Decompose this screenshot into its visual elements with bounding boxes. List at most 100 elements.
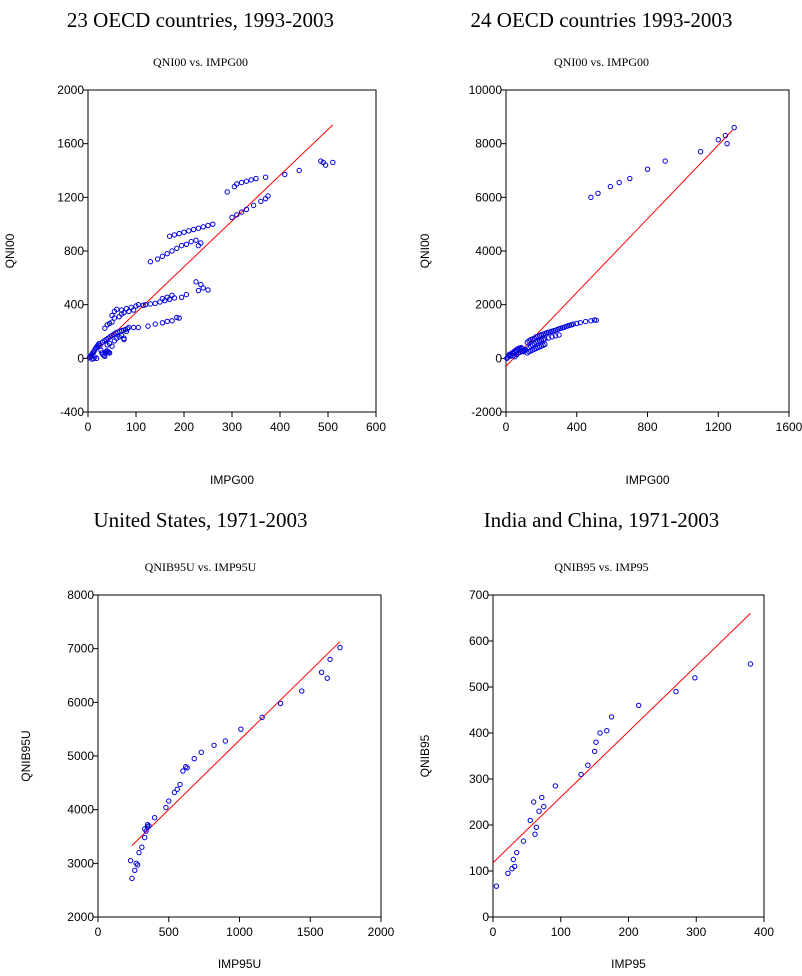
y-tick-label: -2000 (471, 405, 502, 419)
data-point (616, 179, 622, 186)
y-axis-label: QNIB95 (418, 734, 432, 777)
y-axis-label: QNI00 (418, 233, 432, 268)
y-tick-label: 0 (77, 351, 84, 365)
x-tick-label: 0 (85, 420, 92, 434)
data-point (608, 714, 615, 720)
chart-title: 24 OECD countries 1993-2003 (470, 8, 733, 32)
scatter-plot-1: 0 100 200 300 400 500 600-40004008001200160020… (3, 83, 386, 487)
data-point (159, 253, 166, 260)
chart-title: India and China, 1971-2003 (483, 508, 720, 532)
data-point (121, 310, 127, 316)
data-point (116, 314, 122, 320)
scatter-plot-3: 0 500 1000 1500 2000 2000 3000 4000 5000 6000 7000… (19, 588, 395, 971)
plot-frame (492, 594, 765, 918)
data-point (552, 333, 559, 339)
y-tick-label: 400 (469, 726, 489, 740)
chart-panel-1: 23 OECD countries, 1993-2003 QNI00 vs. I… (0, 0, 401, 488)
chart-subtitle: QNIB95U vs. IMP95U (144, 560, 257, 574)
data-point (152, 300, 158, 307)
data-point (593, 739, 599, 745)
data-point (299, 688, 305, 694)
y-tick-label: 6000 (475, 190, 502, 204)
data-point (141, 834, 148, 841)
plot-frame (505, 89, 790, 413)
x-tick-label: 500 (159, 925, 179, 939)
data-point (258, 198, 264, 205)
data-point (184, 765, 190, 771)
data-point (154, 256, 161, 262)
x-axis-label: IMP95U (218, 957, 261, 971)
data-point (195, 225, 202, 231)
data-point (190, 226, 197, 233)
chart-panel-3: United States, 1971-2003 QNIB95U vs. IMP… (0, 488, 401, 976)
data-point (253, 175, 259, 182)
chart-subtitle: QNIB95 vs. IMP95 (554, 560, 649, 574)
y-tick-label: 4000 (475, 244, 502, 258)
data-point (724, 140, 730, 147)
x-tick-label: 1600 (776, 420, 802, 434)
data-point (627, 175, 633, 182)
data-point (130, 307, 137, 313)
x-tick-label: 400 (567, 420, 587, 434)
data-point (539, 794, 545, 801)
data-point (644, 166, 651, 172)
data-point (205, 222, 211, 229)
data-point (493, 883, 500, 889)
data-point (191, 755, 197, 762)
data-point (607, 183, 614, 190)
data-point (722, 132, 729, 139)
y-tick-label: 4000 (67, 803, 94, 817)
data-point (210, 221, 216, 227)
y-tick-label: 300 (469, 772, 489, 786)
x-tick-label: 100 (126, 420, 146, 434)
data-point (542, 336, 548, 342)
data-point (183, 291, 190, 298)
y-tick-label: 1200 (57, 190, 84, 204)
data-point (224, 189, 230, 195)
data-point (123, 328, 130, 335)
x-tick-label: 800 (637, 420, 657, 434)
data-point (552, 783, 559, 789)
data-point (121, 335, 127, 341)
data-point (198, 240, 204, 246)
data-point (277, 700, 284, 707)
data-point (144, 824, 151, 830)
x-tick-label: 200 (174, 420, 194, 434)
x-tick-label: 500 (318, 420, 338, 434)
data-point (697, 149, 704, 155)
data-point (164, 318, 170, 325)
data-point (134, 862, 141, 868)
data-point (186, 228, 192, 234)
data-point (545, 335, 552, 341)
data-point (106, 350, 113, 356)
fit-line (492, 613, 751, 864)
data-point (102, 325, 108, 331)
data-point (109, 319, 115, 325)
data-point (174, 245, 180, 252)
data-point (259, 714, 265, 721)
x-tick-label: 300 (686, 925, 706, 939)
data-point (318, 669, 325, 675)
chart-subtitle: QNI00 vs. IMPG00 (152, 55, 248, 69)
data-point (570, 321, 576, 327)
data-point (527, 817, 533, 824)
data-point (514, 849, 520, 856)
data-point (171, 789, 178, 796)
plot-frame (87, 89, 377, 413)
data-point (195, 287, 202, 294)
data-point (140, 302, 146, 309)
data-point (747, 661, 754, 667)
data-point (588, 318, 594, 324)
y-axis-label: QNI00 (3, 233, 17, 268)
data-point (159, 320, 166, 326)
data-point (556, 332, 562, 338)
x-tick-label: 1200 (705, 420, 732, 434)
data-point (193, 237, 199, 243)
data-point (330, 159, 336, 166)
data-point (147, 259, 154, 265)
data-point (188, 238, 194, 245)
chart-subtitle: QNI00 vs. IMPG00 (553, 55, 649, 69)
data-point (715, 136, 721, 143)
y-tick-label: 1600 (57, 137, 84, 151)
data-point (574, 320, 580, 327)
